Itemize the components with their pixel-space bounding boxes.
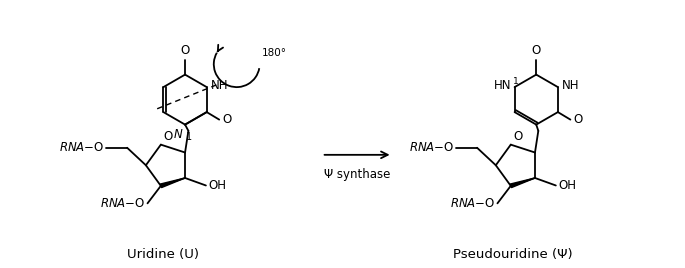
Text: O: O — [222, 113, 232, 126]
Text: $\it{RNA}$$-$O: $\it{RNA}$$-$O — [100, 197, 145, 210]
Polygon shape — [160, 178, 185, 188]
Text: O: O — [573, 113, 582, 126]
Text: 1: 1 — [186, 132, 192, 142]
Text: $\it{RNA}$$-$O: $\it{RNA}$$-$O — [450, 197, 495, 210]
Polygon shape — [510, 178, 535, 188]
Text: O: O — [532, 44, 541, 57]
Text: $\it{RNA}$$-$O: $\it{RNA}$$-$O — [59, 141, 104, 154]
Text: O: O — [164, 129, 173, 143]
Text: O: O — [180, 44, 190, 57]
Text: $N$: $N$ — [173, 128, 183, 141]
Text: NH: NH — [211, 79, 228, 92]
Text: OH: OH — [208, 179, 226, 192]
Text: Ψ synthase: Ψ synthase — [324, 168, 390, 181]
Text: 1: 1 — [513, 77, 519, 86]
Text: NH: NH — [562, 79, 580, 92]
Text: $\it{RNA}$$-$O: $\it{RNA}$$-$O — [409, 141, 454, 154]
Text: 180°: 180° — [262, 47, 287, 58]
Text: HN: HN — [494, 79, 511, 92]
Text: O: O — [514, 129, 523, 143]
Text: Uridine (U): Uridine (U) — [127, 248, 199, 261]
Text: Pseudouridine (Ψ): Pseudouridine (Ψ) — [453, 248, 573, 261]
Text: OH: OH — [558, 179, 576, 192]
